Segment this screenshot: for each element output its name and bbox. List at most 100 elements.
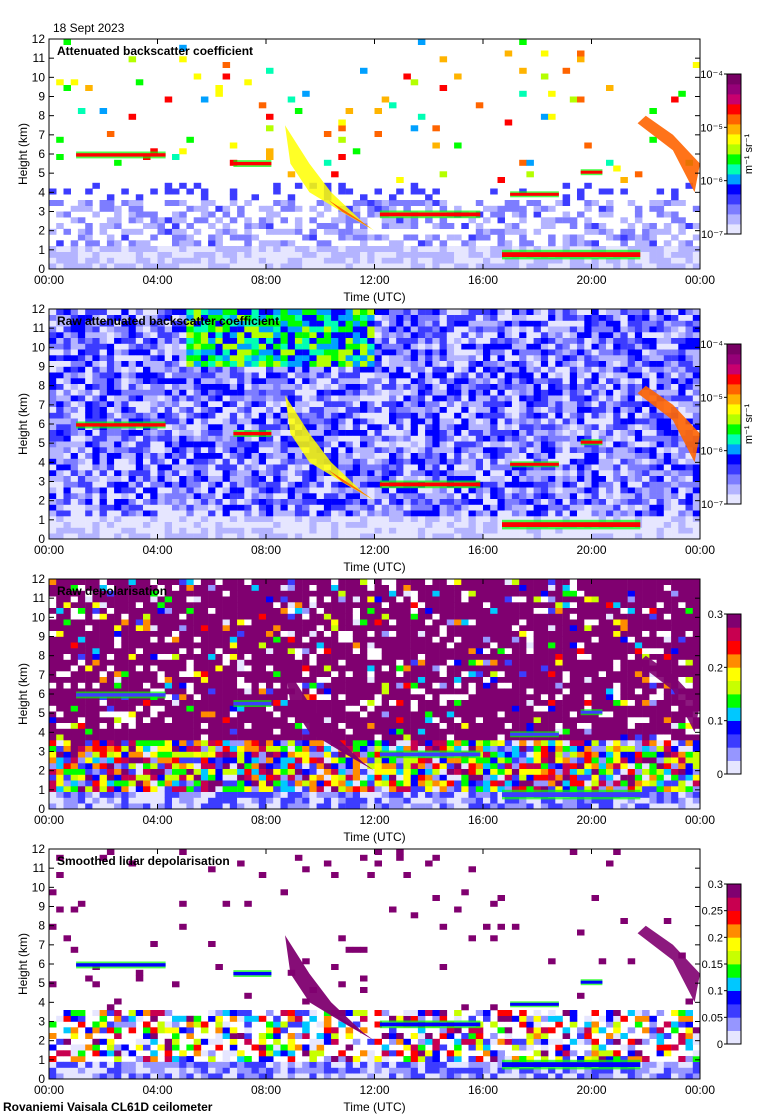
cloud-core (580, 170, 603, 174)
evening-cloud (637, 115, 700, 193)
colorbar-tick-label: 0.15 (702, 959, 723, 971)
y-tick-label: 6 (38, 417, 45, 431)
evening-cloud (637, 925, 700, 1003)
colorbar-segment (727, 434, 741, 445)
cloud-core (76, 963, 166, 967)
cloud-core (233, 161, 272, 166)
y-tick-label: 3 (38, 1015, 45, 1029)
cloud-core (379, 212, 481, 217)
y-tick-label: 11 (33, 861, 46, 875)
x-tick-label: 20:00 (576, 273, 606, 287)
colorbar-segment (727, 654, 741, 668)
colorbar-segment (727, 224, 741, 235)
y-tick-label: 4 (38, 725, 45, 739)
cloud-core (510, 1002, 559, 1006)
y-tick-label: 12 (32, 32, 46, 46)
colorbar: 0 0.05 0.1 0.15 0.2 0.25 0.3 (702, 879, 742, 1051)
colorbar-tick-label: 10⁻⁵ (700, 392, 723, 404)
x-tick-label: 12:00 (359, 543, 389, 557)
colorbar-segment (727, 344, 741, 355)
x-tick-label: 20:00 (576, 543, 606, 557)
y-tick-label: 2 (38, 224, 45, 238)
cloud-core (233, 701, 272, 706)
y-tick-label: 9 (38, 630, 45, 644)
cloud-core (580, 980, 603, 984)
colorbar-segment (727, 910, 741, 925)
y-tick-label: 6 (38, 147, 45, 161)
x-tick-label: 20:00 (576, 1083, 606, 1097)
cloud-core (76, 153, 166, 157)
colorbar-tick-label: 0.2 (708, 662, 723, 674)
y-tick-label: 7 (38, 938, 45, 952)
colorbar-segment (727, 374, 741, 385)
colorbar: 10⁻⁷ 10⁻⁶ 10⁻⁵ 10⁻⁴ m⁻¹ sr⁻¹ (700, 69, 755, 241)
precipitation-streak (285, 395, 375, 501)
y-tick-label: 9 (38, 90, 45, 104)
colorbar: 10⁻⁷ 10⁻⁶ 10⁻⁵ 10⁻⁴ m⁻¹ sr⁻¹ (700, 339, 755, 511)
date-label: 18 Sept 2023 (53, 21, 125, 35)
colorbar-tick-label: 10⁻⁷ (701, 499, 723, 511)
cloud-core (233, 431, 272, 436)
y-tick-label: 3 (38, 475, 45, 489)
y-tick-label: 10 (32, 340, 46, 354)
colorbar-segment (727, 924, 741, 938)
streak-core (328, 740, 372, 769)
x-tick-label: 00:00 (34, 1083, 64, 1097)
x-tick-label: 20:00 (576, 813, 606, 827)
x-tick-label: 12:00 (359, 273, 389, 287)
x-tick-label: 08:00 (251, 273, 281, 287)
colorbar-segment (727, 720, 741, 735)
colorbar-segment (727, 1004, 741, 1018)
x-axis-title: Time (UTC) (343, 830, 405, 844)
colorbar-segment (727, 404, 741, 415)
x-tick-label: 00:00 (685, 1083, 715, 1097)
y-tick-label: 8 (38, 109, 45, 123)
x-tick-label: 08:00 (251, 1083, 281, 1097)
x-tick-label: 16:00 (468, 1083, 498, 1097)
colorbar-tick-label: 0.1 (708, 716, 723, 728)
colorbar-tick-label: 10⁻⁵ (700, 122, 723, 134)
x-tick-label: 04:00 (142, 543, 172, 557)
colorbar-segment (727, 454, 741, 465)
cloud-core (580, 440, 603, 444)
y-tick-label: 1 (38, 783, 45, 797)
colorbar-segment (727, 414, 741, 425)
colorbar-segment (727, 760, 741, 775)
colorbar-segment (727, 124, 741, 135)
y-axis-title: Height (km) (16, 393, 30, 455)
y-tick-label: 8 (38, 379, 45, 393)
y-tick-label: 12 (32, 302, 46, 316)
x-tick-label: 00:00 (34, 273, 64, 287)
y-tick-label: 9 (38, 900, 45, 914)
colorbar-segment (727, 354, 741, 365)
y-tick-label: 10 (32, 610, 46, 624)
heatmap-background (49, 39, 701, 270)
station-footer: Rovaniemi Vaisala CL61D ceilometer (3, 1100, 213, 1114)
colorbar-segment (727, 680, 741, 695)
colorbar-segment (727, 164, 741, 175)
streak-core (328, 200, 372, 229)
colorbar-segment (727, 897, 741, 911)
colorbar-segment (727, 474, 741, 485)
panel-title: Raw depolarisation (57, 584, 167, 598)
y-tick-label: 12 (32, 842, 46, 856)
y-tick-label: 4 (38, 995, 45, 1009)
x-tick-label: 12:00 (359, 813, 389, 827)
colorbar-segment (727, 667, 741, 681)
colorbar-tick-label: 0 (717, 1039, 723, 1051)
colorbar-tick-label: 0.2 (708, 932, 723, 944)
y-axis-title: Height (km) (16, 933, 30, 995)
x-tick-label: 16:00 (468, 273, 498, 287)
colorbar-segment (727, 884, 741, 898)
colorbar-segment (727, 464, 741, 475)
x-tick-label: 08:00 (251, 813, 281, 827)
y-tick-label: 12 (32, 572, 46, 586)
colorbar-segment (727, 1017, 741, 1031)
y-axis-title: Height (km) (16, 663, 30, 725)
colorbar-segment (727, 184, 741, 195)
y-tick-label: 0 (38, 1072, 45, 1086)
y-tick-label: 10 (32, 70, 46, 84)
colorbar-unit: m⁻¹ sr⁻¹ (743, 134, 755, 175)
cloud-core (76, 693, 166, 697)
